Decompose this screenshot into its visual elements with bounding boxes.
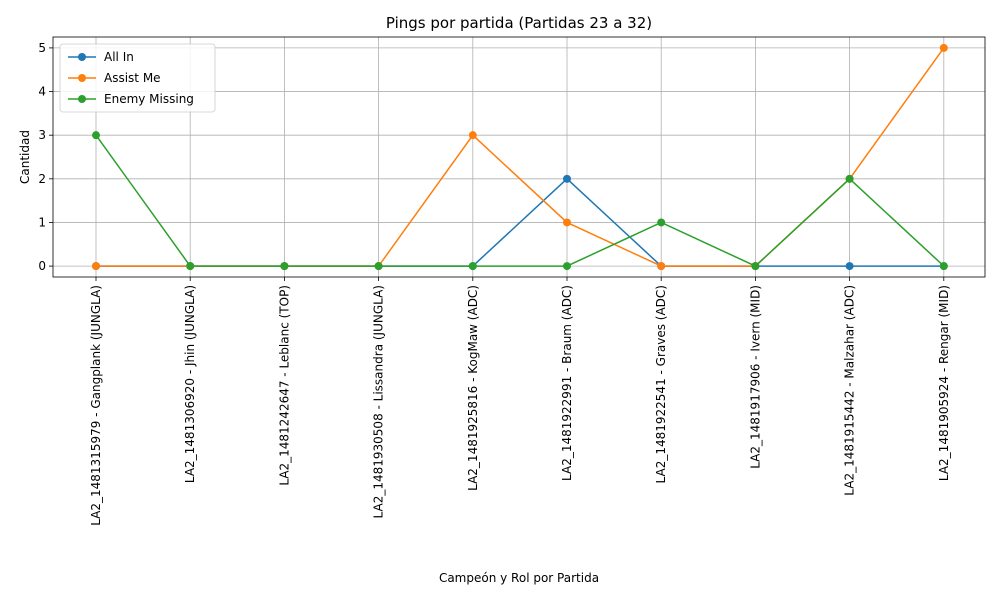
legend-entry: Enemy Missing bbox=[104, 92, 194, 106]
legend-box bbox=[59, 43, 216, 113]
y-tick-label: 4 bbox=[38, 85, 46, 99]
series-line bbox=[95, 134, 945, 267]
x-tick-label: LA2_1481922991 - Braum (ADC) bbox=[560, 285, 574, 481]
x-tick-label: LA2_1481915442 - Malzahar (ADC) bbox=[843, 285, 857, 496]
legend-marker bbox=[78, 95, 86, 103]
legend-entry: Assist Me bbox=[104, 71, 161, 85]
data-point bbox=[468, 131, 477, 140]
y-tick-label: 3 bbox=[38, 128, 46, 142]
data-point bbox=[657, 262, 666, 271]
y-tick-label: 0 bbox=[38, 259, 46, 273]
legend-entry: All In bbox=[104, 50, 134, 64]
chart-title: Pings por partida (Partidas 23 a 32) bbox=[386, 14, 652, 32]
x-tick-label: LA2_1481306920 - Jhin (JUNGLA) bbox=[183, 285, 197, 483]
data-point bbox=[751, 262, 760, 271]
y-tick-label: 1 bbox=[38, 215, 46, 229]
data-point bbox=[374, 262, 383, 271]
x-tick-label: LA2_1481905924 - Rengar (MID) bbox=[937, 285, 951, 481]
data-point bbox=[939, 262, 948, 271]
x-tick-label: LA2_1481242647 - Leblanc (TOP) bbox=[277, 285, 291, 486]
y-axis-label: Cantidad bbox=[18, 130, 32, 184]
data-point bbox=[657, 218, 666, 227]
data-point bbox=[563, 218, 571, 227]
y-tick-label: 5 bbox=[38, 41, 46, 55]
axis-ticks: LA2_1481315979 - Gangplank (JUNGLA) LA2_1… bbox=[38, 41, 950, 526]
x-tick-label: LA2_1481922541 - Graves (ADC) bbox=[654, 285, 668, 483]
data-point bbox=[845, 174, 854, 183]
data-point bbox=[939, 43, 948, 52]
data-point bbox=[92, 131, 100, 140]
x-tick-label: LA2_1481315979 - Gangplank (JUNGLA) bbox=[89, 285, 103, 526]
plot-frame bbox=[52, 36, 986, 278]
series-lines bbox=[92, 43, 948, 271]
y-tick-label: 2 bbox=[38, 172, 46, 186]
legend-marker bbox=[78, 53, 86, 61]
data-point bbox=[845, 262, 854, 271]
x-tick-label: LA2_1481917906 - Ivern (MID) bbox=[748, 285, 762, 469]
legend-marker bbox=[78, 74, 86, 82]
data-point bbox=[563, 174, 571, 183]
x-axis-label: Campeón y Rol por Partida bbox=[439, 571, 599, 585]
data-point bbox=[92, 262, 100, 271]
data-point bbox=[280, 262, 289, 271]
x-tick-label: LA2_1481930508 - Lissandra (JUNGLA) bbox=[372, 285, 386, 518]
data-point bbox=[186, 262, 195, 271]
data-point bbox=[468, 262, 477, 271]
x-tick-label: LA2_1481925816 - KogMaw (ADC) bbox=[466, 285, 480, 491]
legend: All In Assist Me Enemy Missing bbox=[59, 43, 216, 113]
data-point bbox=[563, 262, 571, 271]
series-line bbox=[96, 47, 945, 267]
